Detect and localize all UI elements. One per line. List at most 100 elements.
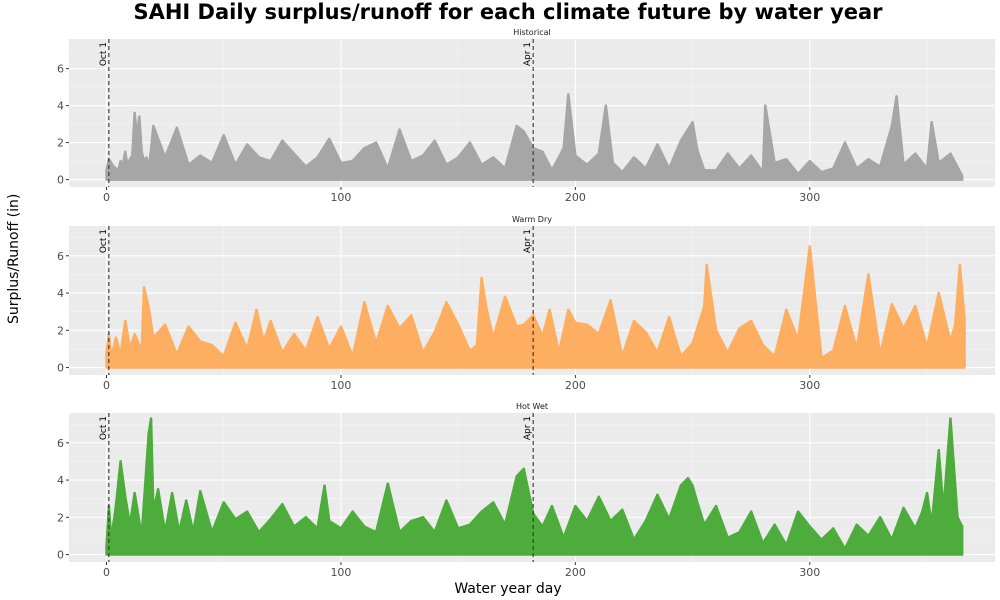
data-point <box>749 154 753 157</box>
data-point <box>531 314 535 317</box>
data-point <box>515 475 518 478</box>
data-point <box>480 510 483 513</box>
y-tick-label: 4 <box>57 474 64 487</box>
y-tick-label: 2 <box>57 511 64 524</box>
data-point <box>433 330 436 334</box>
data-point <box>119 159 122 163</box>
data-point <box>632 156 636 159</box>
data-point <box>292 332 296 336</box>
chart-title: SAHI Daily surplus/runoff for each clima… <box>133 0 883 24</box>
data-point <box>963 317 966 321</box>
data-point <box>515 124 518 128</box>
data-point <box>147 165 150 168</box>
data-point <box>925 491 929 495</box>
data-point <box>738 167 741 170</box>
data-point <box>114 167 118 170</box>
data-point <box>133 332 136 336</box>
data-point <box>363 146 366 150</box>
data-point <box>163 156 167 159</box>
data-point <box>363 301 366 304</box>
data-point <box>386 304 390 308</box>
data-point <box>133 111 136 115</box>
reference-line-label: Oct 1 <box>99 229 109 253</box>
data-point <box>832 167 835 170</box>
data-point <box>925 167 929 170</box>
data-point <box>667 517 671 521</box>
data-point <box>773 523 776 526</box>
data-point <box>245 347 249 351</box>
x-tick-label: 100 <box>330 566 351 579</box>
data-point <box>199 490 202 493</box>
data-point <box>245 510 249 513</box>
data-point <box>328 137 331 141</box>
data-point <box>820 357 823 360</box>
data-point <box>187 325 190 328</box>
data-point <box>960 174 964 178</box>
y-tick-label: 6 <box>57 63 64 76</box>
series-area <box>105 245 966 369</box>
data-point <box>574 321 577 325</box>
data-point <box>796 338 800 341</box>
data-point <box>480 276 483 280</box>
data-point <box>785 308 788 312</box>
data-point <box>597 332 601 336</box>
data-point <box>119 353 122 356</box>
data-point <box>281 351 284 354</box>
data-point <box>562 536 565 539</box>
data-point <box>269 159 272 163</box>
panel-hot-wet: Hot Wet 0 100 200 300 0 2 4 6 Oct 1 Apr 1 <box>57 402 995 579</box>
data-point <box>192 531 195 534</box>
data-point <box>585 323 589 326</box>
data-point <box>485 306 488 310</box>
data-point <box>705 263 708 267</box>
data-point <box>445 301 448 304</box>
data-point <box>140 349 143 352</box>
data-point <box>135 134 139 137</box>
data-point <box>410 314 413 317</box>
data-point <box>316 316 319 319</box>
data-point <box>703 304 706 308</box>
data-point <box>110 538 113 541</box>
data-point <box>609 299 612 302</box>
data-point <box>930 121 933 124</box>
data-point <box>185 499 188 502</box>
data-point <box>292 525 296 528</box>
data-point <box>147 306 150 310</box>
data-point <box>124 319 127 323</box>
data-point <box>351 159 354 163</box>
data-point <box>749 319 753 323</box>
y-tick-label: 2 <box>57 137 64 150</box>
data-point <box>604 104 608 107</box>
reference-line-label: Oct 1 <box>99 42 109 66</box>
data-point <box>541 525 544 528</box>
data-point <box>210 161 214 165</box>
data-point <box>304 349 307 352</box>
x-tick-label: 200 <box>565 191 586 204</box>
data-point <box>656 143 659 146</box>
data-point <box>456 156 460 159</box>
data-point <box>937 291 940 295</box>
data-point <box>832 527 835 530</box>
data-point <box>480 163 483 166</box>
data-point <box>468 523 472 526</box>
data-point <box>785 158 788 161</box>
data-point <box>585 163 589 166</box>
data-point <box>152 124 155 128</box>
data-point <box>808 245 811 248</box>
data-point <box>351 355 354 358</box>
data-point <box>149 417 153 420</box>
x-tick-label: 200 <box>565 379 586 392</box>
data-point <box>175 353 179 356</box>
data-point <box>550 504 554 508</box>
data-point <box>363 525 366 528</box>
data-point <box>210 531 214 534</box>
data-point <box>503 167 507 170</box>
data-point <box>445 499 448 502</box>
data-point <box>621 508 624 512</box>
data-point <box>953 323 957 326</box>
data-point <box>152 510 155 513</box>
x-tick-label: 0 <box>103 566 110 579</box>
data-point <box>222 134 225 137</box>
y-tick-label: 0 <box>57 174 64 187</box>
data-point <box>292 152 296 155</box>
